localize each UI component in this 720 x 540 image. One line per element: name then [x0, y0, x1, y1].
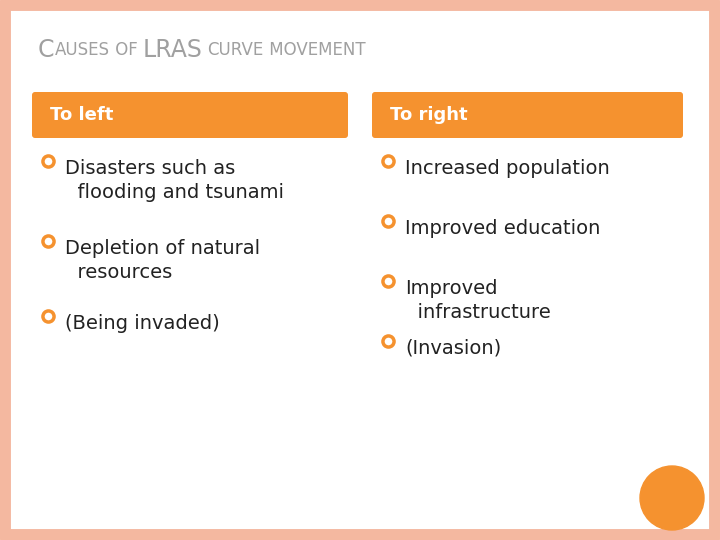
Text: Improved education: Improved education [405, 219, 600, 238]
Circle shape [640, 466, 704, 530]
Text: Increased population: Increased population [405, 159, 610, 178]
Text: (Invasion): (Invasion) [405, 339, 501, 358]
Text: OF: OF [109, 41, 143, 59]
Text: (Being invaded): (Being invaded) [65, 314, 220, 333]
Text: Improved
  infrastructure: Improved infrastructure [405, 279, 551, 321]
Text: Depletion of natural
  resources: Depletion of natural resources [65, 239, 260, 281]
FancyBboxPatch shape [4, 4, 716, 536]
FancyBboxPatch shape [372, 92, 683, 138]
Text: Disasters such as
  flooding and tsunami: Disasters such as flooding and tsunami [65, 159, 284, 201]
Text: To left: To left [50, 106, 113, 124]
Text: LRAS: LRAS [143, 38, 202, 62]
Text: AUSES: AUSES [55, 41, 109, 59]
Text: MOVEMENT: MOVEMENT [264, 41, 366, 59]
Text: To right: To right [390, 106, 467, 124]
Text: CURVE: CURVE [207, 41, 264, 59]
FancyBboxPatch shape [32, 92, 348, 138]
Text: C: C [38, 38, 55, 62]
